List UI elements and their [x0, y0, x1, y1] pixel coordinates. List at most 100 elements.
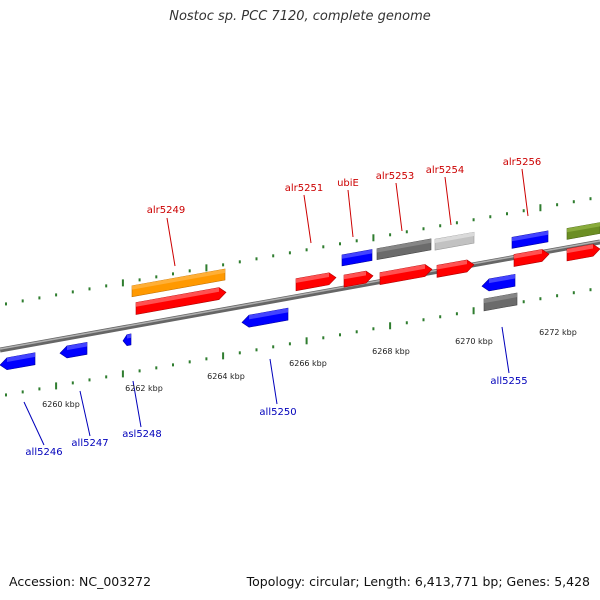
gene-all5246[interactable] [0, 352, 36, 371]
gene-label-alr5253[interactable]: alr5253 [376, 171, 414, 182]
map-title: Nostoc sp. PCC 7120, complete genome [169, 9, 431, 24]
gene-label-ubie[interactable]: ubiE [337, 178, 359, 189]
gene-all5247[interactable] [59, 341, 88, 359]
gene-alr5256[interactable] [513, 249, 550, 267]
lower-track-minor-tick [339, 333, 341, 337]
lower-track-major-tick [121, 370, 124, 378]
lower-track-minor-tick [88, 378, 91, 382]
upper-track-major-tick [205, 264, 208, 272]
feature-right-edge[interactable] [566, 222, 600, 240]
gene-alr5254[interactable] [436, 259, 475, 278]
upper-track-minor-tick [288, 251, 291, 255]
upper-track-minor-tick [422, 227, 425, 231]
callout-line-asl5248 [132, 380, 142, 428]
gene-label-alr5256[interactable]: alr5256 [503, 157, 541, 168]
gene-label-all5246[interactable]: all5246 [25, 447, 62, 458]
scale-label: 6262 kbp [125, 384, 163, 393]
upper-track-major-tick [539, 204, 542, 212]
upper-track-major-tick [372, 234, 375, 242]
upper-track-minor-tick [272, 254, 275, 258]
feature-alr5249[interactable] [131, 268, 226, 298]
lower-track-major-tick [389, 322, 392, 330]
feature-alr5253[interactable] [376, 238, 432, 260]
lower-track-minor-tick [439, 315, 442, 319]
gene-ubie[interactable] [343, 270, 374, 288]
feature-alr5254[interactable] [434, 231, 475, 251]
gene-all5250[interactable] [241, 307, 289, 328]
upper-track-minor-tick [88, 287, 91, 291]
lower-track-major-tick [305, 337, 308, 345]
feature-all5255[interactable] [483, 292, 518, 312]
upper-track-major-tick [121, 279, 124, 287]
lower-track-minor-tick [455, 312, 458, 316]
scale-label: 6268 kbp [372, 347, 410, 356]
callout-line-alr5251 [303, 194, 312, 244]
gene-label-all5255[interactable]: all5255 [490, 376, 527, 387]
gene-label-all5250[interactable]: all5250 [259, 407, 296, 418]
upper-track-minor-tick [21, 299, 24, 303]
gene-alr5251[interactable] [295, 272, 337, 292]
chromosome-backbone [0, 239, 600, 353]
lower-track-minor-tick [288, 342, 291, 346]
gene-label-alr5251[interactable]: alr5251 [285, 183, 323, 194]
callout-line-alr5253 [395, 182, 403, 232]
gene-label-all5247[interactable]: all5247 [71, 438, 108, 449]
lower-track-major-tick [55, 382, 58, 390]
scale-label: 6264 kbp [207, 372, 245, 381]
upper-track-minor-tick [255, 257, 258, 261]
scale-label: 6260 kbp [42, 400, 80, 409]
upper-track-minor-tick [238, 260, 241, 264]
upper-track-minor-tick [489, 215, 492, 219]
upper-track-minor-tick [305, 248, 308, 252]
lower-track-minor-tick [21, 390, 24, 394]
lower-track-minor-tick [105, 375, 108, 379]
upper-track-minor-tick [71, 290, 74, 294]
gene-alr5249[interactable] [135, 287, 227, 315]
upper-track-minor-tick [222, 263, 225, 267]
lower-track-minor-tick [422, 318, 425, 322]
upper-track-minor-tick [55, 293, 58, 297]
lower-track-minor-tick [539, 297, 542, 301]
upper-track-minor-tick [155, 275, 158, 279]
upper-track-minor-tick [38, 296, 41, 300]
upper-track-minor-tick [138, 278, 141, 282]
upper-track-minor-tick [472, 218, 475, 222]
gene-label-asl5248[interactable]: asl5248 [122, 429, 162, 440]
scale-label: 6266 kbp [289, 359, 327, 368]
callout-line-all5250 [269, 358, 278, 405]
lower-track-minor-tick [205, 357, 208, 361]
gene-asl5248[interactable] [122, 333, 132, 346]
callout-line-alr5249 [166, 217, 176, 267]
genome-summary-text: Topology: circular; Length: 6,413,771 bp… [246, 574, 590, 589]
lower-track-minor-tick [172, 363, 174, 367]
scale-label: 6270 kbp [455, 337, 493, 346]
lower-track-minor-tick [138, 369, 141, 373]
upper-track-minor-tick [339, 242, 341, 246]
lower-track-minor-tick [405, 321, 408, 325]
gene-alr5253[interactable] [379, 264, 433, 285]
upper-track-minor-tick [455, 221, 458, 225]
lower-track-minor-tick [372, 327, 375, 331]
upper-track-minor-tick [105, 284, 108, 288]
upper-track-minor-tick [389, 233, 392, 237]
accession-text: Accession: NC_003272 [9, 574, 152, 589]
upper-track-minor-tick [439, 224, 442, 228]
lower-track-minor-tick [188, 360, 191, 364]
upper-track-minor-tick [5, 302, 7, 306]
gene-all5255[interactable] [481, 273, 516, 292]
feature-ubie[interactable] [341, 249, 373, 267]
upper-track-minor-tick [506, 212, 508, 216]
lower-track-minor-tick [5, 393, 7, 397]
feature-alr5256[interactable] [511, 230, 549, 249]
gene-label-alr5249[interactable]: alr5249 [147, 205, 185, 216]
callout-line-all5246 [23, 401, 45, 446]
callout-line-alr5256 [521, 168, 529, 217]
lower-track-minor-tick [255, 348, 258, 352]
upper-track-minor-tick [172, 272, 174, 276]
lower-track-minor-tick [556, 294, 559, 298]
gene-label-alr5254[interactable]: alr5254 [426, 165, 464, 176]
upper-track-minor-tick [572, 200, 575, 204]
gene-right-edge[interactable] [566, 243, 600, 262]
upper-track-minor-tick [522, 209, 525, 213]
callout-line-alr5254 [444, 176, 452, 226]
